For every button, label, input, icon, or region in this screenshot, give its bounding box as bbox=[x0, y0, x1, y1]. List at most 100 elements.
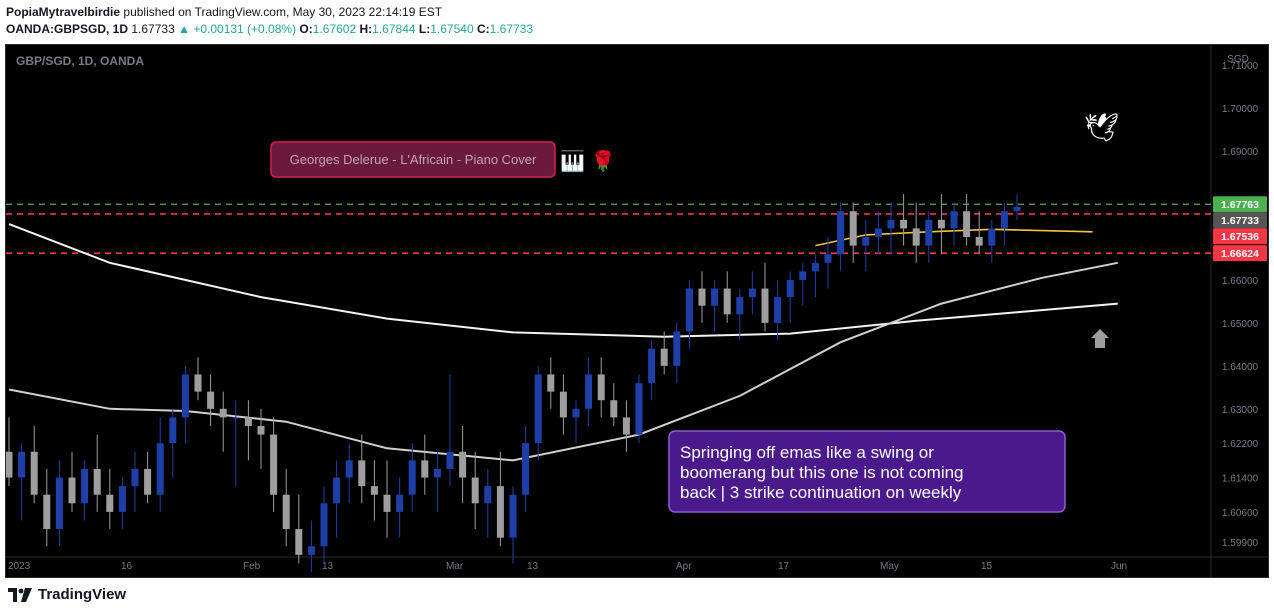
candle-body bbox=[874, 228, 882, 237]
candle bbox=[396, 477, 404, 538]
candle bbox=[912, 202, 920, 263]
candle-body bbox=[534, 374, 542, 444]
candle-body bbox=[358, 460, 366, 487]
candle-body bbox=[333, 477, 341, 504]
close-label: C: bbox=[476, 22, 490, 36]
song-title: Georges Delerue - L'Africain - Piano Cov… bbox=[290, 152, 537, 167]
candle-body bbox=[232, 417, 240, 419]
candle-body bbox=[925, 219, 933, 246]
ema-slow-line bbox=[8, 223, 1118, 338]
candle-body bbox=[18, 451, 26, 478]
candle-body bbox=[698, 288, 706, 306]
price-tag-label: 1.67536 bbox=[1221, 231, 1259, 243]
candle-body bbox=[43, 494, 51, 530]
candle bbox=[597, 357, 605, 418]
candle bbox=[522, 425, 530, 512]
x-tick-label: Feb bbox=[243, 561, 261, 572]
candle bbox=[131, 451, 139, 512]
candle bbox=[433, 451, 441, 512]
candle bbox=[421, 434, 429, 495]
candle bbox=[736, 288, 744, 341]
last-price: 1.67733 bbox=[131, 22, 175, 36]
piano-rose-icon: 🎹 🌹 bbox=[560, 149, 615, 173]
x-tick-label: 15 bbox=[981, 561, 993, 572]
candle-body bbox=[345, 460, 353, 478]
candle bbox=[181, 365, 189, 444]
y-tick-label: 1.61400 bbox=[1222, 474, 1259, 485]
candle-body bbox=[988, 228, 996, 246]
candle bbox=[622, 400, 630, 452]
candle-body bbox=[761, 288, 769, 323]
candle-body bbox=[597, 374, 605, 401]
candle-body bbox=[824, 254, 832, 263]
candle bbox=[849, 202, 857, 263]
candle-body bbox=[257, 425, 265, 435]
candle-body bbox=[711, 288, 719, 306]
candle bbox=[408, 443, 416, 512]
candle-body bbox=[610, 400, 618, 418]
candle-body bbox=[408, 460, 416, 495]
song-banner[interactable]: Georges Delerue - L'Africain - Piano Cov… bbox=[270, 141, 615, 178]
candle-body bbox=[748, 288, 756, 298]
candle-body bbox=[106, 494, 114, 512]
publish-line: PopiaMytravelbirdie published on Trading… bbox=[6, 5, 442, 19]
author-name[interactable]: PopiaMytravelbirdie bbox=[6, 5, 121, 19]
close-value: 1.67733 bbox=[489, 22, 534, 36]
chart-title: GBP/SGD, 1D, OANDA bbox=[16, 54, 144, 68]
y-tick-label: 1.62200 bbox=[1222, 439, 1259, 450]
candle bbox=[295, 494, 303, 564]
annotation-callout[interactable]: Springing off emas like a swing or boome… bbox=[668, 430, 1066, 513]
high-value: 1.67844 bbox=[372, 22, 416, 36]
candle bbox=[81, 460, 89, 521]
candle bbox=[610, 383, 618, 426]
candle bbox=[950, 202, 958, 246]
price-tag-label: 1.67763 bbox=[1221, 199, 1259, 211]
candle-body bbox=[547, 374, 555, 392]
candle-body bbox=[144, 468, 152, 495]
candle bbox=[509, 486, 517, 564]
candle bbox=[723, 271, 731, 323]
ohlc-line: OANDA:GBPSGD, 1D 1.67733 ▲ +0.00131 (+0.… bbox=[6, 22, 533, 36]
candle-body bbox=[446, 451, 454, 469]
tradingview-icon bbox=[8, 587, 32, 602]
candle bbox=[207, 374, 215, 426]
candle bbox=[748, 271, 756, 315]
candle bbox=[937, 194, 945, 255]
candle bbox=[55, 460, 63, 547]
candle-body bbox=[635, 383, 643, 435]
candle bbox=[685, 279, 693, 349]
candle bbox=[144, 451, 152, 504]
candle-body bbox=[421, 460, 429, 478]
symbol-label: OANDA:GBPSGD, 1D bbox=[6, 22, 129, 36]
candle-body bbox=[307, 546, 315, 555]
candle bbox=[43, 468, 51, 547]
candle-body bbox=[622, 417, 630, 435]
x-tick-label: 13 bbox=[527, 561, 539, 572]
candle bbox=[333, 460, 341, 538]
candle bbox=[471, 451, 479, 530]
candle bbox=[345, 443, 353, 504]
price-chart[interactable]: GBP/SGD, 1D, OANDA SGD 1.71000 1.70000 1.6… bbox=[5, 45, 1268, 577]
candle-body bbox=[68, 477, 76, 504]
annotation-line: boomerang but this one is not coming bbox=[680, 463, 964, 482]
candle bbox=[761, 262, 769, 332]
x-tick-label: Mar bbox=[446, 561, 464, 572]
tradingview-logo[interactable]: TradingView bbox=[8, 586, 126, 603]
candle-body bbox=[433, 468, 441, 478]
candle bbox=[232, 400, 240, 487]
price-tag-label: 1.66624 bbox=[1221, 248, 1259, 260]
candle bbox=[496, 451, 504, 547]
chart-panel[interactable]: GBP/SGD, 1D, OANDA SGD 1.71000 1.70000 1.6… bbox=[5, 44, 1269, 578]
candle-body bbox=[950, 211, 958, 229]
candle-body bbox=[207, 391, 215, 409]
candle-body bbox=[522, 443, 530, 495]
candle bbox=[774, 279, 782, 341]
candle-body bbox=[30, 451, 38, 495]
x-tick-label: 17 bbox=[778, 561, 790, 572]
open-label: O: bbox=[299, 22, 313, 36]
x-tick-label: May bbox=[880, 561, 899, 572]
y-tick-label: 1.70000 bbox=[1222, 104, 1259, 115]
candle bbox=[106, 468, 114, 530]
x-tick-label: 13 bbox=[322, 561, 334, 572]
annotation-text: Springing off emas like a swing or boome… bbox=[680, 443, 968, 502]
